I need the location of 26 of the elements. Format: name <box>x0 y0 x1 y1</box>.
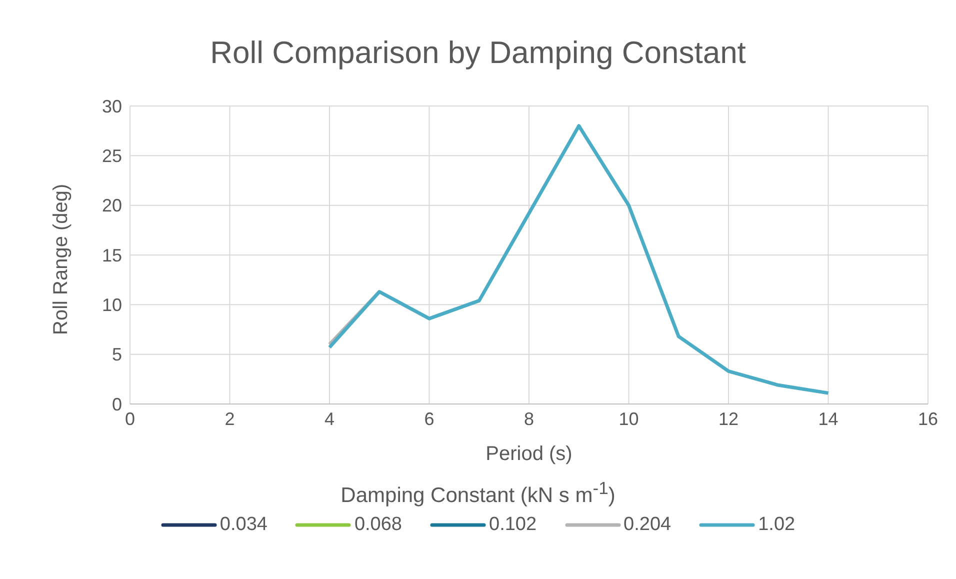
x-tick-label: 14 <box>818 408 838 429</box>
x-tick-label: 0 <box>124 408 136 429</box>
legend-label: 0.034 <box>220 514 268 536</box>
y-tick-label: 5 <box>112 344 122 365</box>
legend-label: 1.02 <box>758 514 796 536</box>
legend-label: 0.068 <box>354 514 402 536</box>
y-tick-label: 10 <box>102 295 122 316</box>
legend-label: 0.102 <box>489 514 537 536</box>
y-axis-title: Roll Range (deg) <box>50 184 72 335</box>
y-tick-label: 15 <box>102 245 122 266</box>
line-series <box>328 124 830 395</box>
y-tick-label: 20 <box>102 196 122 216</box>
legend-label: 0.204 <box>624 514 672 536</box>
x-tick-label: 2 <box>224 408 235 429</box>
legend-title: Damping Constant (kN s m$^{-1}$) <box>340 478 616 508</box>
x-tick-label: 10 <box>618 408 639 429</box>
y-tick-label: 0 <box>112 394 122 414</box>
x-tick-label: 16 <box>918 408 938 429</box>
y-tick-label: 30 <box>102 96 122 116</box>
x-tick-label: 4 <box>324 408 335 429</box>
x-tick-label: 8 <box>524 408 534 429</box>
chart-title: Roll Comparison by Damping Constant <box>209 34 747 72</box>
y-tick-label: 25 <box>102 146 122 166</box>
x-axis-title: Period (s) <box>486 443 572 465</box>
x-tick-label: 12 <box>718 408 739 429</box>
x-tick-label: 6 <box>424 408 434 429</box>
